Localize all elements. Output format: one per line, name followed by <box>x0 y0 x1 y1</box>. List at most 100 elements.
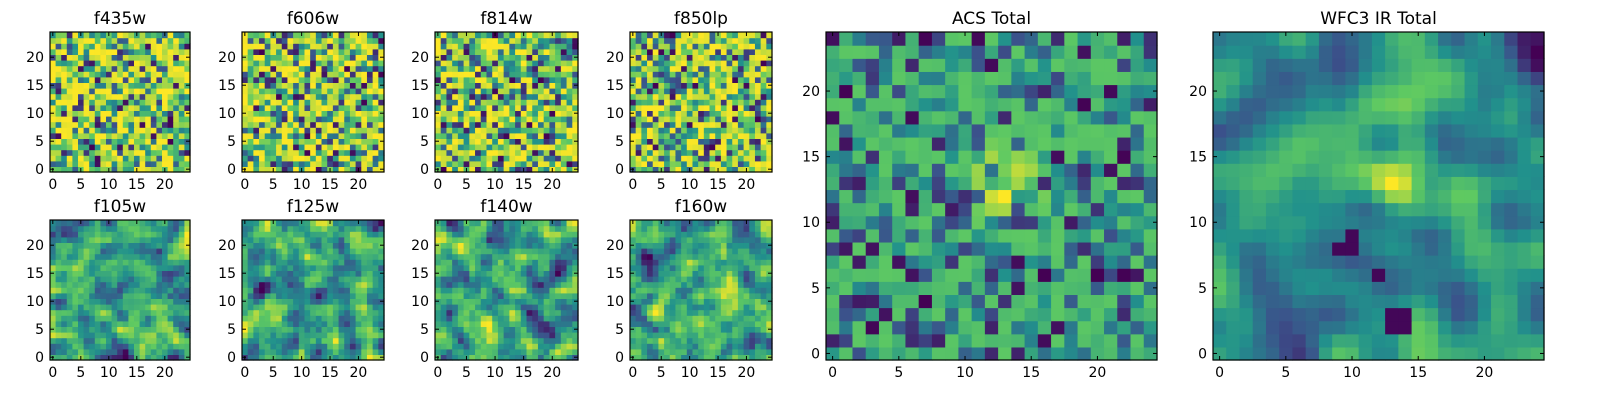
heatmap-cell <box>378 160 385 167</box>
heatmap-cell <box>259 149 266 156</box>
heatmap-cell <box>156 287 163 294</box>
heatmap-cell <box>555 276 562 283</box>
heatmap-cell <box>446 270 453 277</box>
heatmap-cell <box>122 253 129 260</box>
heatmap-cell <box>675 48 682 55</box>
heatmap-cell <box>766 76 773 83</box>
heatmap-cell <box>247 264 254 271</box>
heatmap-cell <box>664 326 671 333</box>
heatmap-cell <box>156 264 163 271</box>
heatmap-cell <box>173 304 180 311</box>
heatmap-cell <box>681 292 688 299</box>
heatmap-cell <box>698 144 705 151</box>
heatmap-cell <box>281 281 289 288</box>
heatmap-cell <box>162 65 169 72</box>
heatmap-cell <box>658 82 665 89</box>
heatmap-cell <box>480 104 488 111</box>
panel-title: f105w <box>94 197 146 217</box>
heatmap-cell <box>509 166 516 173</box>
heatmap-cell <box>675 132 682 139</box>
heatmap-cell <box>66 225 73 232</box>
y-tick-label: 0 <box>420 350 429 366</box>
heatmap-cell <box>709 149 716 156</box>
heatmap-cell <box>566 121 573 128</box>
heatmap-cell <box>94 82 101 89</box>
heatmap-cell <box>675 99 682 106</box>
heatmap-cell <box>50 264 57 271</box>
heatmap-cell <box>122 287 129 294</box>
heatmap-cell <box>355 155 362 162</box>
heatmap-cell <box>743 160 750 167</box>
heatmap-cell <box>156 149 163 156</box>
heatmap-cell <box>134 48 141 55</box>
heatmap-cell <box>304 54 311 61</box>
heatmap-cell <box>253 309 260 316</box>
heatmap-cell <box>641 60 648 67</box>
heatmap-cell <box>497 354 505 361</box>
heatmap-cell <box>139 253 146 260</box>
heatmap-cell <box>503 287 510 294</box>
heatmap-cell <box>184 281 191 288</box>
heatmap-cell <box>293 320 300 327</box>
heatmap-cell <box>641 48 648 55</box>
heatmap-cell <box>497 337 505 344</box>
heatmap-cell <box>242 132 249 139</box>
heatmap-cell <box>344 354 351 361</box>
x-tick-label: 5 <box>76 365 85 381</box>
heatmap-cell <box>760 144 767 151</box>
heatmap-cell <box>686 121 694 128</box>
heatmap-cell <box>83 110 90 117</box>
heatmap-cell <box>709 166 716 173</box>
heatmap-cell <box>128 292 135 299</box>
heatmap-cell <box>469 248 476 255</box>
heatmap-cell <box>293 354 300 361</box>
heatmap-cell <box>749 343 756 350</box>
heatmap-cell <box>293 292 300 299</box>
heatmap-cell <box>298 37 306 44</box>
heatmap-cell <box>749 281 756 288</box>
heatmap-cell <box>754 166 762 173</box>
heatmap-cell <box>675 65 682 72</box>
heatmap-cell <box>293 116 300 123</box>
heatmap-cell <box>452 82 459 89</box>
heatmap-cell <box>692 298 699 305</box>
heatmap-cell <box>298 144 306 151</box>
heatmap-cell <box>355 343 362 350</box>
heatmap-cell <box>134 264 141 271</box>
heatmap-cell <box>537 155 545 162</box>
heatmap-cell <box>72 48 79 55</box>
heatmap-cell <box>664 287 671 294</box>
heatmap-cell <box>150 48 157 55</box>
heatmap-cell <box>139 155 146 162</box>
heatmap-cell <box>247 309 254 316</box>
heatmap-cell <box>543 259 550 266</box>
heatmap-cell <box>281 149 289 156</box>
heatmap-cell <box>457 326 465 333</box>
heatmap-cell <box>100 231 107 238</box>
heatmap-cell <box>61 320 68 327</box>
heatmap-cell <box>566 166 573 173</box>
heatmap-cell <box>532 315 539 322</box>
heatmap-cell <box>184 60 191 67</box>
heatmap-cell <box>537 304 545 311</box>
heatmap-cell <box>480 298 488 305</box>
heatmap-cell <box>117 292 124 299</box>
heatmap-cell <box>167 236 174 243</box>
heatmap-cell <box>253 93 260 100</box>
heatmap-cell <box>543 110 550 117</box>
heatmap-cell <box>572 48 579 55</box>
heatmap-cell <box>446 104 453 111</box>
heatmap-cell <box>509 242 516 249</box>
heatmap-cell <box>173 248 180 255</box>
heatmap-cell <box>344 315 351 322</box>
heatmap-cell <box>515 270 522 277</box>
heatmap-cell <box>515 60 522 67</box>
heatmap-cell <box>321 110 328 117</box>
heatmap-cell <box>737 276 745 283</box>
heatmap-cell <box>55 82 62 89</box>
heatmap-cell <box>106 104 113 111</box>
heatmap-cell <box>355 110 362 117</box>
heatmap-cell <box>630 149 637 156</box>
heatmap-cell <box>361 236 368 243</box>
heatmap-cell <box>440 132 448 139</box>
